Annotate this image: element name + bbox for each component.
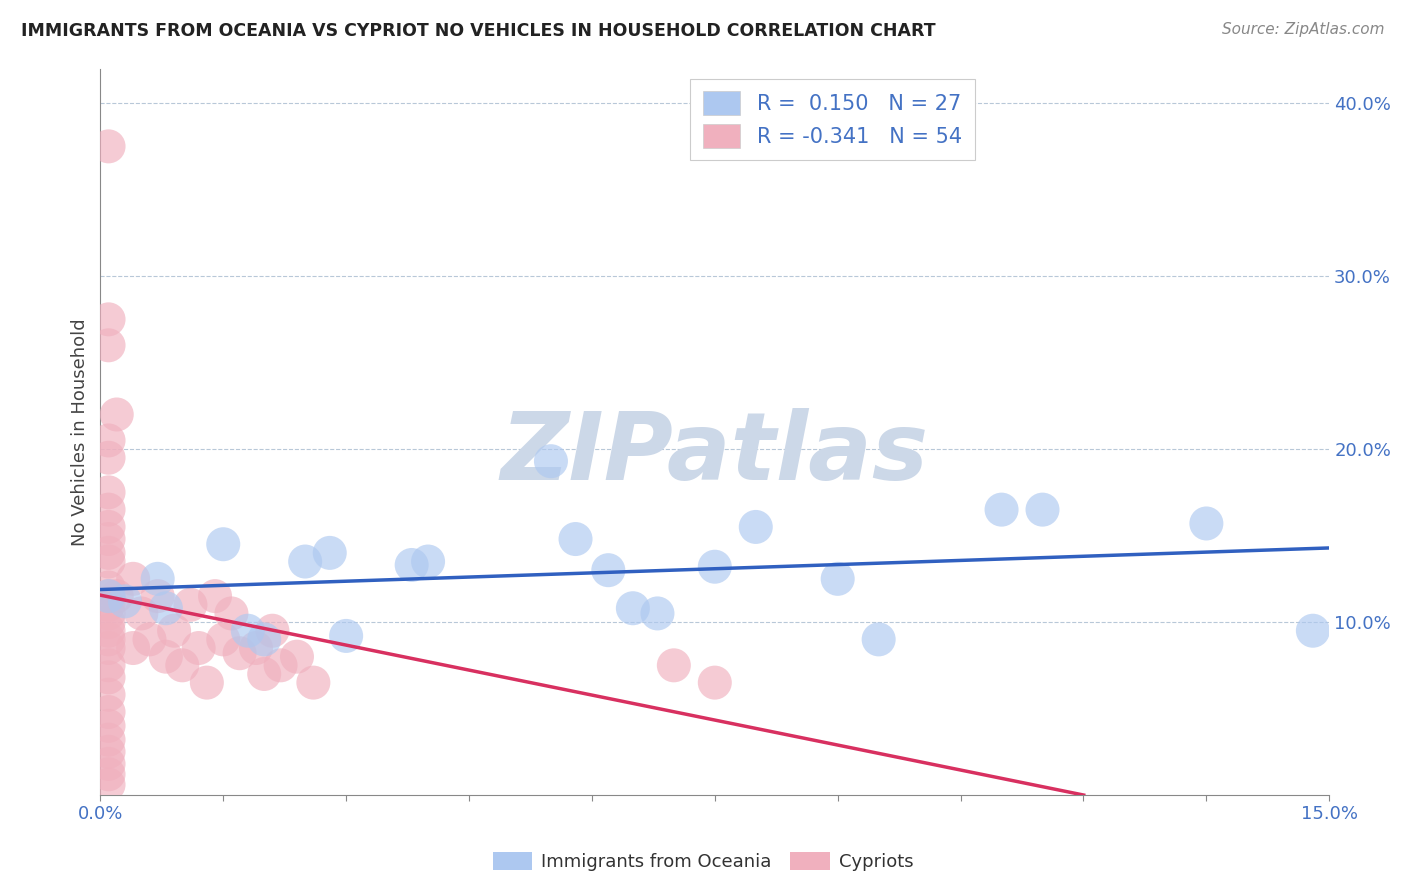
- Point: [195, 675, 218, 690]
- Point: [745, 520, 768, 534]
- Point: [253, 667, 276, 681]
- Point: [703, 559, 725, 574]
- Point: [253, 632, 276, 647]
- Point: [97, 450, 120, 465]
- Point: [146, 572, 169, 586]
- Text: IMMIGRANTS FROM OCEANIA VS CYPRIOT NO VEHICLES IN HOUSEHOLD CORRELATION CHART: IMMIGRANTS FROM OCEANIA VS CYPRIOT NO VE…: [21, 22, 936, 40]
- Point: [155, 601, 177, 615]
- Point: [105, 408, 128, 422]
- Point: [97, 555, 120, 569]
- Point: [122, 640, 145, 655]
- Point: [97, 688, 120, 702]
- Point: [97, 719, 120, 733]
- Point: [172, 658, 194, 673]
- Point: [97, 520, 120, 534]
- Point: [97, 615, 120, 629]
- Point: [868, 632, 890, 647]
- Point: [114, 594, 136, 608]
- Point: [1195, 516, 1218, 531]
- Point: [97, 598, 120, 612]
- Point: [97, 745, 120, 759]
- Point: [97, 589, 120, 603]
- Point: [319, 546, 342, 560]
- Point: [662, 658, 685, 673]
- Point: [990, 502, 1012, 516]
- Point: [97, 624, 120, 638]
- Point: [262, 624, 284, 638]
- Point: [245, 640, 267, 655]
- Point: [131, 607, 153, 621]
- Point: [228, 646, 250, 660]
- Point: [647, 607, 669, 621]
- Point: [97, 778, 120, 792]
- Point: [97, 546, 120, 560]
- Point: [97, 485, 120, 500]
- Point: [97, 640, 120, 655]
- Point: [97, 139, 120, 153]
- Point: [155, 649, 177, 664]
- Point: [97, 532, 120, 546]
- Point: [97, 658, 120, 673]
- Point: [401, 558, 423, 572]
- Point: [146, 589, 169, 603]
- Point: [97, 589, 120, 603]
- Point: [97, 502, 120, 516]
- Point: [827, 572, 849, 586]
- Point: [270, 658, 292, 673]
- Point: [122, 572, 145, 586]
- Text: Source: ZipAtlas.com: Source: ZipAtlas.com: [1222, 22, 1385, 37]
- Legend: Immigrants from Oceania, Cypriots: Immigrants from Oceania, Cypriots: [485, 845, 921, 879]
- Point: [703, 675, 725, 690]
- Point: [212, 632, 235, 647]
- Point: [97, 338, 120, 352]
- Point: [416, 555, 439, 569]
- Text: ZIPatlas: ZIPatlas: [501, 408, 929, 500]
- Point: [97, 312, 120, 326]
- Point: [97, 756, 120, 771]
- Point: [105, 589, 128, 603]
- Legend: R =  0.150   N = 27, R = -0.341   N = 54: R = 0.150 N = 27, R = -0.341 N = 54: [690, 78, 974, 161]
- Y-axis label: No Vehicles in Household: No Vehicles in Household: [72, 318, 89, 546]
- Point: [335, 629, 357, 643]
- Point: [179, 598, 201, 612]
- Point: [97, 767, 120, 781]
- Point: [97, 607, 120, 621]
- Point: [598, 563, 620, 577]
- Point: [1302, 624, 1324, 638]
- Point: [1031, 502, 1053, 516]
- Point: [97, 434, 120, 448]
- Point: [221, 607, 243, 621]
- Point: [97, 732, 120, 747]
- Point: [204, 589, 226, 603]
- Point: [285, 649, 308, 664]
- Point: [163, 624, 186, 638]
- Point: [138, 632, 160, 647]
- Point: [97, 705, 120, 719]
- Point: [302, 675, 325, 690]
- Point: [236, 624, 259, 638]
- Point: [97, 581, 120, 595]
- Point: [621, 601, 644, 615]
- Point: [564, 532, 586, 546]
- Point: [540, 454, 562, 468]
- Point: [294, 555, 316, 569]
- Point: [212, 537, 235, 551]
- Point: [97, 670, 120, 684]
- Point: [97, 632, 120, 647]
- Point: [187, 640, 209, 655]
